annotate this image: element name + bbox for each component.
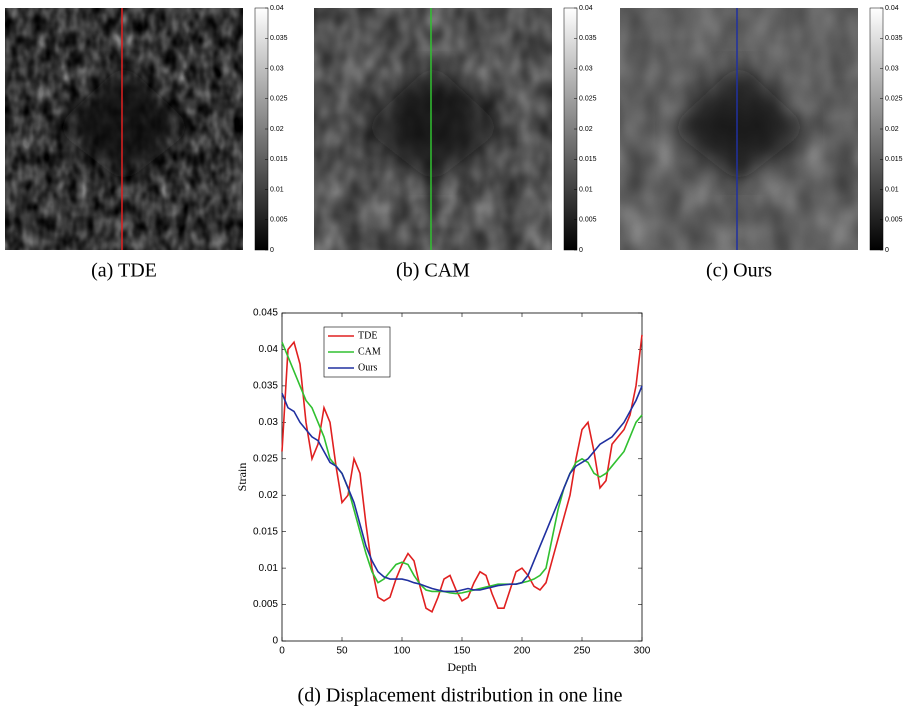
panel-caption: (a) TDE <box>91 260 157 282</box>
y-axis-label: Strain <box>235 463 249 492</box>
colorbar-tick-label: 0 <box>885 247 889 254</box>
y-tick-label: 0.005 <box>253 599 278 610</box>
y-tick-label: 0.02 <box>259 490 279 501</box>
y-tick-label: 0.025 <box>253 453 278 464</box>
colorbar-tick-label: 0.035 <box>270 35 288 42</box>
colorbar-tick-label: 0.035 <box>885 35 903 42</box>
legend-label: CAM <box>358 346 381 357</box>
colorbar-tick-label: 0.025 <box>885 96 903 103</box>
y-tick-label: 0 <box>272 636 278 647</box>
colorbar-tick-label: 0.03 <box>885 65 899 72</box>
inclusion <box>669 63 809 183</box>
colorbar-tick-label: 0.015 <box>270 156 288 163</box>
x-axis-label: Depth <box>447 660 476 674</box>
y-tick-label: 0.04 <box>259 344 279 355</box>
x-tick-label: 200 <box>514 646 531 657</box>
colorbar-tick-label: 0.015 <box>885 156 903 163</box>
x-tick-label: 250 <box>574 646 591 657</box>
colorbar-tick-label: 0.025 <box>270 96 288 103</box>
y-tick-label: 0.035 <box>253 381 278 392</box>
inclusion <box>363 63 503 183</box>
colorbar-tick-label: 0.005 <box>270 217 288 224</box>
x-tick-label: 50 <box>336 646 348 657</box>
y-tick-label: 0.01 <box>259 563 279 574</box>
x-tick-label: 100 <box>394 646 411 657</box>
panel-caption: (b) CAM <box>396 260 470 282</box>
colorbar-tick-label: 0 <box>270 247 274 254</box>
colorbar-tick-label: 0.01 <box>270 186 284 193</box>
chart-caption: (d) Displacement distribution in one lin… <box>298 685 623 707</box>
colorbar-tick-label: 0.015 <box>579 156 597 163</box>
x-tick-label: 0 <box>279 646 285 657</box>
colorbar-tick-label: 0.01 <box>579 186 593 193</box>
colorbar-tick-label: 0.03 <box>270 65 284 72</box>
x-tick-label: 150 <box>454 646 471 657</box>
series-line <box>281 334 643 614</box>
legend-label: TDE <box>358 330 377 341</box>
legend-label: Ours <box>358 362 378 373</box>
colorbar-tick-label: 0.04 <box>270 5 284 12</box>
panel-caption: (c) Ours <box>706 260 772 282</box>
colorbar-tick-label: 0.04 <box>579 5 593 12</box>
y-tick-label: 0.045 <box>253 308 278 319</box>
inclusion <box>54 63 194 183</box>
colorbar-tick-label: 0.025 <box>579 96 597 103</box>
colorbar-tick-label: 0.02 <box>579 126 593 133</box>
colorbar-tick-label: 0.02 <box>270 126 284 133</box>
colorbar-tick-label: 0 <box>579 247 583 254</box>
series-line <box>281 385 643 593</box>
y-tick-label: 0.03 <box>259 417 279 428</box>
x-tick-label: 300 <box>634 646 651 657</box>
colorbar-tick-label: 0.03 <box>579 65 593 72</box>
colorbar-tick-label: 0.005 <box>885 217 903 224</box>
colorbar-tick-label: 0.02 <box>885 126 899 133</box>
colorbar-tick-label: 0.035 <box>579 35 597 42</box>
colorbar-tick-label: 0.04 <box>885 5 899 12</box>
colorbar-tick-label: 0.01 <box>885 186 899 193</box>
y-tick-label: 0.015 <box>253 526 278 537</box>
colorbar-tick-label: 0.005 <box>579 217 597 224</box>
